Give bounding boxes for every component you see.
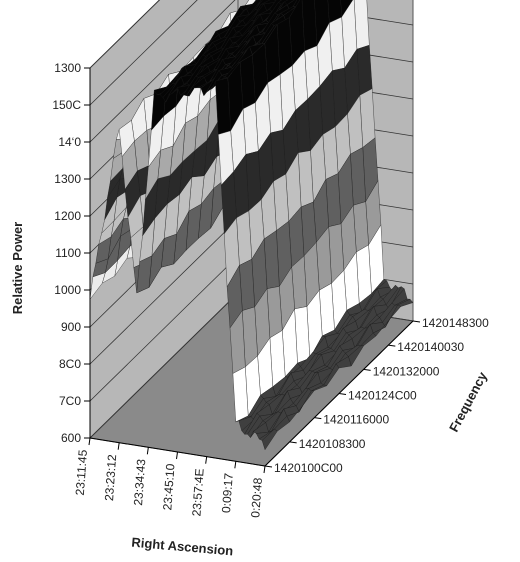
x-tick-5 — [234, 461, 237, 469]
y-tick-label-5: 1420140030 — [397, 340, 464, 354]
z-tick-label-3: 900 — [61, 320, 81, 334]
z-tick-label-4: 1000 — [54, 283, 81, 297]
x-tick-2 — [146, 447, 149, 455]
x-tick-label-1: 23:23:12 — [102, 454, 119, 502]
y-axis-title: Frequency — [446, 369, 490, 435]
surface-layer — [89, 0, 414, 451]
z-tick-label-7: 1300 — [54, 172, 81, 186]
ticks-layer: 600 7C0 8C0 900 1000 1100 1200 1300 14‘0 150C 1300… — [52, 61, 489, 518]
gridline-10 — [89, 0, 160, 69]
y-tick-label-1: 1420108300 — [299, 437, 366, 451]
z-tick-label-0: 600 — [61, 431, 81, 445]
y-tick-label-0: 1420100C00 — [274, 461, 343, 475]
y-tick-2 — [314, 417, 322, 420]
z-axis-title: Relative Power — [10, 222, 25, 315]
z-tick-label-2: 8C0 — [59, 357, 81, 371]
z-tick-label-6: 1200 — [54, 209, 81, 223]
x-tick-0 — [88, 437, 91, 446]
z-tick-label-9: 150C — [52, 98, 81, 112]
gridline-9 — [89, 0, 198, 106]
z-tick-label-10: 1300 — [54, 61, 81, 75]
x-tick-label-6: 0:20:48 — [248, 477, 265, 518]
y-tick-label-6: 1420148300 — [422, 316, 489, 330]
y-tick-6 — [412, 320, 421, 323]
y-tick-4 — [363, 368, 371, 371]
y-tick-label-2: 1420116000 — [323, 413, 389, 427]
z-tick-label-8: 14‘0 — [58, 135, 81, 149]
y-tick-label-3: 1420124C00 — [348, 389, 417, 403]
x-tick-label-2: 23:34:43 — [131, 458, 148, 506]
x-tick-1 — [117, 442, 120, 450]
x-tick-4 — [205, 456, 208, 464]
z-tick-label-5: 1100 — [55, 246, 81, 260]
y-tick-3 — [338, 393, 347, 395]
surface-patch-719 — [261, 428, 278, 451]
x-tick-6 — [263, 465, 266, 474]
x-tick-label-3: 23:45:10 — [160, 463, 177, 511]
x-tick-3 — [176, 451, 178, 460]
surface-patch-703 — [215, 77, 231, 135]
x-axis-title: Right Ascension — [131, 535, 234, 559]
y-tick-label-4: 1420132000 — [373, 364, 440, 378]
y-tick-1 — [289, 441, 297, 444]
y-tick-5 — [388, 344, 396, 347]
x-tick-label-5: 0:09:17 — [219, 472, 236, 513]
y-tick-0 — [264, 465, 273, 468]
x-tick-label-0: 23:11:45 — [73, 449, 90, 496]
x-tick-label-4: 23:57:4E — [189, 468, 206, 517]
z-tick-label-1: 7C0 — [59, 394, 81, 408]
surface-patch-709 — [232, 366, 249, 423]
